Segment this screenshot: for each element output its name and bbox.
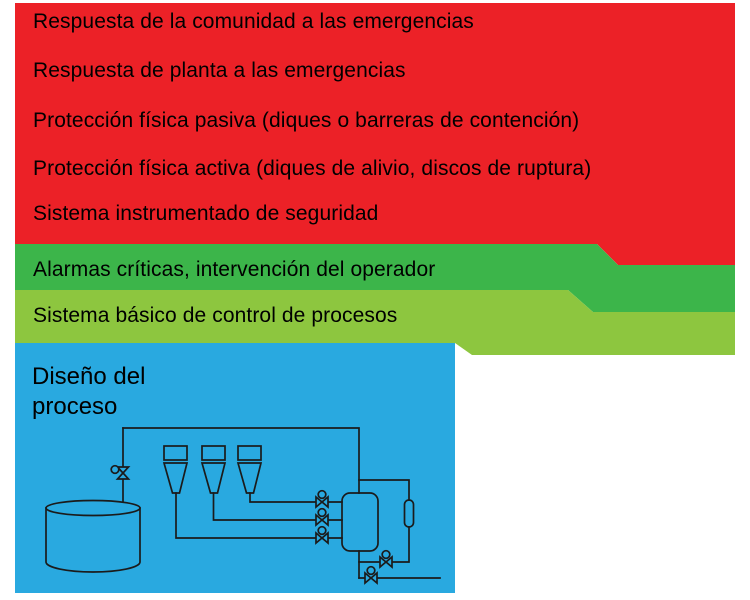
tank-body [45, 507, 141, 573]
process-design-title-line2: proceso [32, 393, 118, 420]
hopper-2 [200, 445, 343, 521]
process-design-title-line1: Diseño del [32, 363, 146, 390]
process-flow-diagram [45, 427, 441, 584]
pipe-hopper-2 [212, 492, 343, 521]
layer-label-critical-alarms: Alarmas críticas, intervención del opera… [33, 258, 436, 281]
layer-label-plant-emergency: Respuesta de planta a las emergencias [33, 59, 406, 82]
band-basic-control-light-green [15, 290, 735, 355]
storage-tank [45, 499, 141, 573]
band-emergency-red [15, 3, 735, 265]
layer-label-community-emergency: Respuesta de la comunidad a las emergenc… [33, 10, 474, 33]
pipe-recycle-top [358, 479, 410, 501]
band-critical-alarms-green [15, 244, 735, 312]
layer-label-passive-protection: Protección física pasiva (diques o barre… [33, 109, 580, 132]
hopper-3 [236, 445, 343, 503]
layer-label-safety-instrumented-system: Sistema instrumentado de seguridad [33, 202, 379, 225]
hopper-1 [162, 445, 343, 539]
band-process-design-blue [15, 343, 455, 593]
process-vessel [341, 492, 379, 552]
layer-label-basic-process-control: Sistema básico de control de procesos [33, 304, 398, 327]
pipe-recycle-return [358, 526, 410, 563]
pipe-hopper-1 [175, 492, 343, 539]
pipe-top-header [122, 427, 360, 494]
pipe-hopper-3 [249, 492, 343, 503]
layer-label-active-protection: Protección física activa (diques de aliv… [33, 157, 592, 180]
